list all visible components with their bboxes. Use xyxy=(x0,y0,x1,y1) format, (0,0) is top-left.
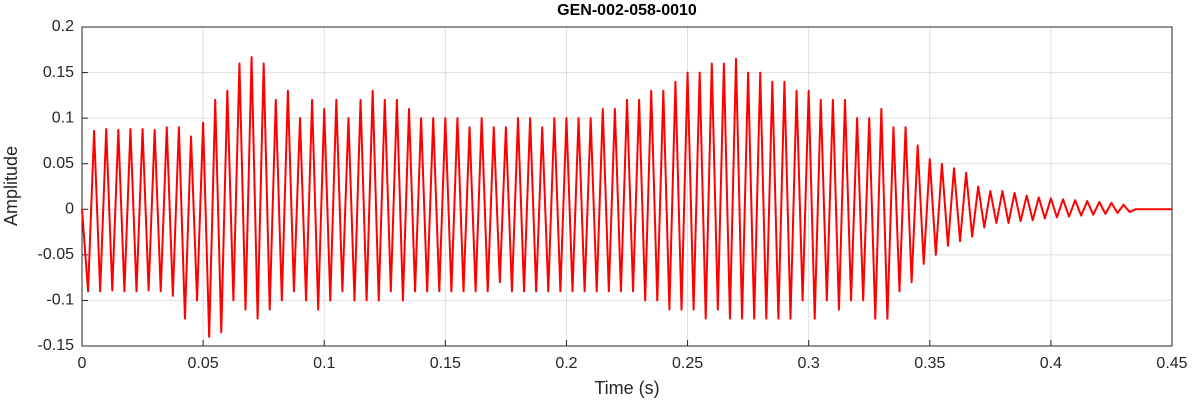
x-tick-label: 0.45 xyxy=(1156,355,1187,372)
y-tick-label: 0.05 xyxy=(43,155,74,172)
y-tick-label: 0.1 xyxy=(52,109,74,126)
y-axis-label: Amplitude xyxy=(1,146,21,226)
x-tick-label: 0.3 xyxy=(798,355,820,372)
y-tick-label: -0.05 xyxy=(38,246,75,263)
x-tick-label: 0.05 xyxy=(188,355,219,372)
x-tick-label: 0.25 xyxy=(672,355,703,372)
y-tick-label: 0.2 xyxy=(52,18,74,35)
x-tick-label: 0.1 xyxy=(313,355,335,372)
y-tick-label: 0.15 xyxy=(43,64,74,81)
signal-line xyxy=(81,56,1172,338)
chart-title: GEN-002-058-0010 xyxy=(557,2,697,19)
x-tick-label: 0.4 xyxy=(1040,355,1062,372)
x-tick-label: 0.35 xyxy=(914,355,945,372)
x-tick-label: 0.2 xyxy=(555,355,577,372)
plot-frame xyxy=(81,26,1173,347)
y-tick-label: -0.1 xyxy=(46,292,74,309)
x-tick-label: 0 xyxy=(78,355,87,372)
x-axis-label: Time (s) xyxy=(594,378,659,398)
x-tick-label: 0.15 xyxy=(430,355,461,372)
y-tick-label: 0 xyxy=(65,201,74,218)
y-tick-label: -0.15 xyxy=(38,337,75,354)
